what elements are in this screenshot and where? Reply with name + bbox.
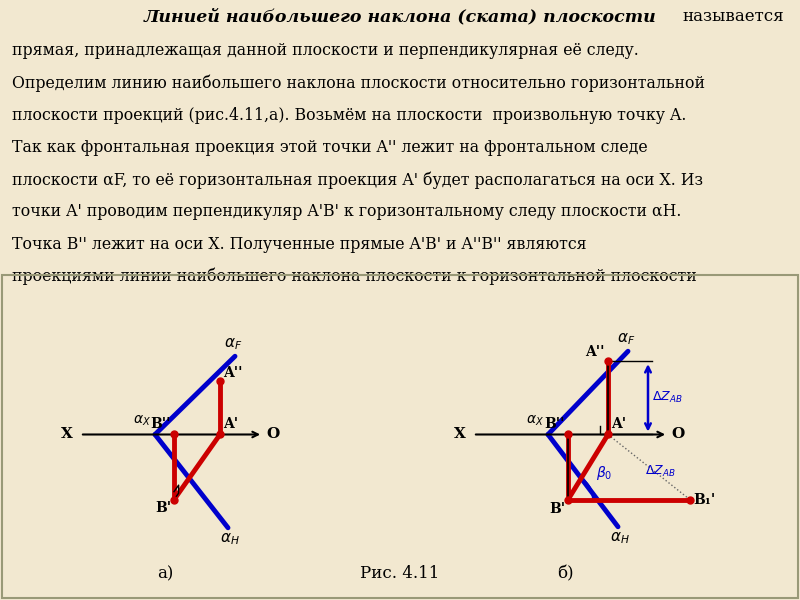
Text: Точка B'' лежит на оси X. Полученные прямые A'B' и A''B'' являются: Точка B'' лежит на оси X. Полученные пря… — [12, 236, 586, 253]
Text: A'': A'' — [586, 345, 605, 359]
Text: Рис. 4.11: Рис. 4.11 — [360, 565, 440, 582]
Text: Определим линию наибольшего наклона плоскости относительно горизонтальной: Определим линию наибольшего наклона плос… — [12, 74, 705, 92]
Text: X: X — [454, 427, 466, 442]
Text: A': A' — [223, 418, 238, 431]
Text: $\Delta Z_{AB}$: $\Delta Z_{AB}$ — [645, 464, 675, 479]
Text: B'': B'' — [150, 418, 171, 431]
Text: $\alpha_X$: $\alpha_X$ — [526, 414, 544, 428]
Text: B₁': B₁' — [693, 493, 715, 506]
Text: прямая, принадлежащая данной плоскости и перпендикулярная её следу.: прямая, принадлежащая данной плоскости и… — [12, 43, 638, 59]
Text: Так как фронтальная проекция этой точки A'' лежит на фронтальном следе: Так как фронтальная проекция этой точки … — [12, 139, 648, 156]
Text: $\alpha_H$: $\alpha_H$ — [610, 531, 630, 547]
Text: A'': A'' — [223, 367, 242, 380]
Text: $\alpha_X$: $\alpha_X$ — [133, 414, 151, 428]
Text: точки A' проводим перпендикуляр A'B' к горизонтальному следу плоскости αH.: точки A' проводим перпендикуляр A'B' к г… — [12, 203, 682, 220]
Text: а): а) — [157, 565, 173, 582]
Text: B': B' — [155, 500, 171, 515]
Text: O: O — [671, 427, 684, 442]
Text: б): б) — [557, 565, 574, 582]
Text: $\alpha_H$: $\alpha_H$ — [220, 532, 240, 547]
Text: $\Delta Z_{AB}$: $\Delta Z_{AB}$ — [652, 391, 682, 406]
Text: $\alpha_F$: $\alpha_F$ — [224, 337, 242, 352]
Text: A': A' — [611, 418, 626, 431]
Text: плоскости αF, то её горизонтальная проекция A' будет располагаться на оси X. Из: плоскости αF, то её горизонтальная проек… — [12, 171, 703, 188]
Text: называется: называется — [682, 8, 784, 25]
Text: проекциями линии наибольшего наклона плоскости к горизонтальной плоскости: проекциями линии наибольшего наклона пло… — [12, 268, 697, 286]
Text: Линией наибольшего наклона (ската) плоскости: Линией наибольшего наклона (ската) плоск… — [144, 8, 656, 25]
Text: B'': B'' — [545, 418, 565, 431]
Text: B': B' — [549, 502, 565, 515]
Text: X: X — [61, 427, 73, 442]
Text: $\alpha_F$: $\alpha_F$ — [617, 332, 635, 347]
Text: плоскости проекций (рис.4.11,а). Возьмём на плоскости  произвольную точку A.: плоскости проекций (рис.4.11,а). Возьмём… — [12, 107, 686, 124]
Text: $\beta_0$: $\beta_0$ — [596, 464, 612, 482]
Text: O: O — [266, 427, 279, 442]
